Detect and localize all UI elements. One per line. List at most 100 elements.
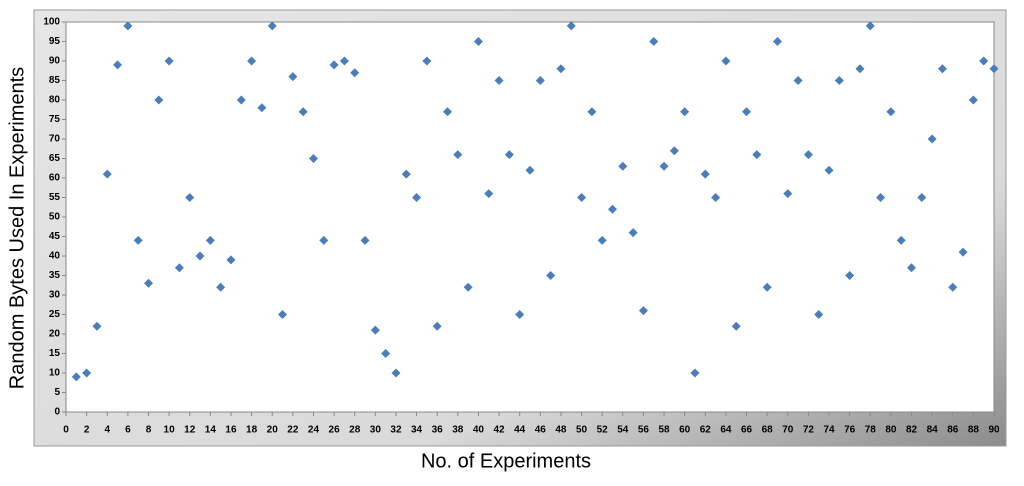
x-tick-label: 80	[885, 425, 897, 436]
data-point	[401, 169, 411, 179]
y-tick-label: 65	[49, 153, 61, 164]
x-tick-label: 54	[617, 425, 629, 436]
data-point	[195, 251, 205, 261]
plot-area	[65, 21, 995, 413]
data-point	[896, 235, 906, 245]
x-tick-label: 72	[803, 425, 815, 436]
x-tick-label: 30	[370, 425, 382, 436]
x-tick-label: 90	[988, 425, 1000, 436]
data-point	[298, 107, 308, 117]
y-tick-label: 20	[49, 329, 61, 340]
data-point	[71, 372, 81, 382]
data-point	[824, 165, 834, 175]
data-point	[329, 60, 339, 70]
data-point	[948, 282, 958, 292]
x-tick-label: 74	[823, 425, 835, 436]
data-point	[412, 193, 422, 202]
data-point	[814, 310, 824, 319]
x-tick-label: 0	[63, 425, 69, 436]
data-point	[185, 193, 195, 202]
data-point	[515, 310, 525, 319]
data-point	[680, 107, 690, 117]
data-point	[546, 271, 556, 280]
x-tick-label: 64	[720, 425, 732, 436]
data-point	[587, 107, 597, 117]
data-point	[958, 247, 968, 257]
x-tick-label: 52	[597, 425, 609, 436]
y-tick-label: 5	[54, 387, 60, 398]
data-point	[917, 193, 927, 202]
data-point	[607, 204, 617, 214]
data-point	[989, 64, 999, 74]
data-point	[669, 146, 679, 156]
data-point	[803, 150, 813, 160]
data-point	[350, 68, 360, 78]
data-point	[762, 282, 772, 292]
y-tick-label: 80	[49, 95, 61, 106]
data-point	[174, 263, 184, 273]
x-tick-label: 26	[329, 425, 341, 436]
x-tick-label: 8	[146, 425, 152, 436]
data-point	[102, 169, 112, 179]
x-tick-label: 4	[104, 425, 110, 436]
y-tick-label: 55	[49, 192, 61, 203]
data-point	[772, 37, 782, 46]
data-point	[278, 310, 288, 319]
x-tick-label: 50	[576, 425, 588, 436]
data-point	[721, 56, 731, 66]
y-tick-label: 100	[43, 17, 60, 28]
data-point	[494, 76, 504, 85]
y-tick-label: 0	[54, 407, 60, 418]
x-tick-label: 62	[700, 425, 712, 436]
data-point	[92, 321, 102, 331]
data-point	[711, 193, 721, 202]
data-point	[597, 235, 607, 245]
data-point	[752, 150, 762, 160]
y-tick-label: 45	[49, 231, 61, 242]
data-point	[577, 193, 587, 202]
data-point	[360, 235, 370, 245]
data-point	[432, 321, 442, 331]
data-point	[288, 72, 298, 82]
x-tick-label: 70	[782, 425, 794, 436]
x-tick-label: 76	[844, 425, 856, 436]
x-tick-label: 58	[658, 425, 670, 436]
data-point	[535, 76, 545, 85]
x-tick-label: 56	[638, 425, 650, 436]
data-point	[886, 107, 896, 117]
data-point	[143, 278, 153, 288]
x-tick-label: 14	[205, 425, 217, 436]
data-point	[618, 161, 628, 171]
data-point	[443, 107, 453, 117]
x-tick-label: 84	[927, 425, 939, 436]
x-tick-label: 88	[968, 425, 980, 436]
data-point	[154, 95, 164, 105]
x-tick-label: 22	[287, 425, 299, 436]
data-point	[381, 349, 391, 358]
data-point	[937, 64, 947, 74]
x-tick-label: 16	[225, 425, 237, 436]
x-tick-label: 38	[452, 425, 464, 436]
data-point	[216, 282, 226, 292]
data-point	[484, 189, 494, 199]
y-tick-label: 40	[49, 251, 61, 262]
data-point	[236, 95, 246, 105]
data-point	[876, 193, 886, 202]
data-point	[566, 21, 576, 31]
data-point	[82, 368, 92, 378]
x-tick-label: 32	[390, 425, 402, 436]
data-point	[979, 56, 989, 66]
data-point	[628, 228, 638, 238]
data-point	[113, 60, 123, 70]
data-point	[865, 21, 875, 31]
y-tick-label: 75	[49, 114, 61, 125]
data-point	[123, 21, 133, 31]
data-point	[845, 271, 855, 280]
y-tick-label: 30	[49, 290, 61, 301]
data-point	[731, 321, 741, 331]
y-tick-label: 35	[49, 270, 61, 281]
x-tick-label: 42	[494, 425, 506, 436]
y-axis-title: Random Bytes Used In Experiments	[6, 67, 28, 389]
y-tick-label: 15	[49, 348, 61, 359]
